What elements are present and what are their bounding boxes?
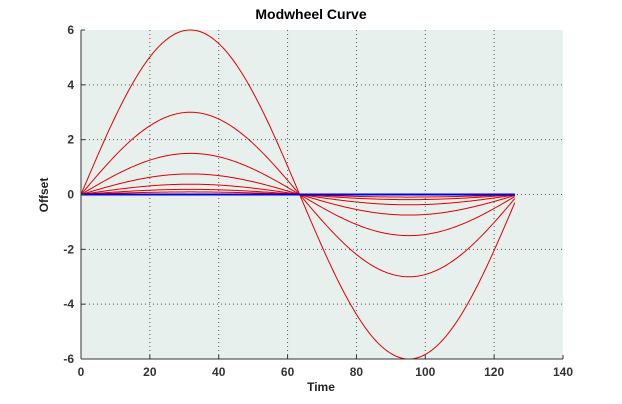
y-tick-label: 4 [67, 78, 74, 92]
y-tick-label: -2 [63, 242, 74, 256]
x-axis-label: Time [307, 380, 335, 394]
chart-title: Modwheel Curve [255, 6, 367, 22]
x-tick-label: 80 [350, 365, 364, 379]
x-tick-label: 0 [78, 365, 85, 379]
y-tick-label: -6 [63, 352, 74, 366]
curve-series-1 [80, 111, 516, 278]
x-tick-label: 20 [143, 365, 157, 379]
y-tick-label: 0 [67, 188, 74, 202]
x-tick-label: 60 [281, 365, 295, 379]
x-tick-label: 40 [212, 365, 226, 379]
y-tick-label: 6 [67, 23, 74, 37]
x-tick-label: 120 [484, 365, 504, 379]
x-tick-label: 100 [415, 365, 435, 379]
y-tick-label: -4 [63, 297, 74, 311]
x-tick-label: 140 [553, 365, 573, 379]
y-tick-label: 2 [67, 133, 74, 147]
curve-series-0 [80, 29, 516, 360]
